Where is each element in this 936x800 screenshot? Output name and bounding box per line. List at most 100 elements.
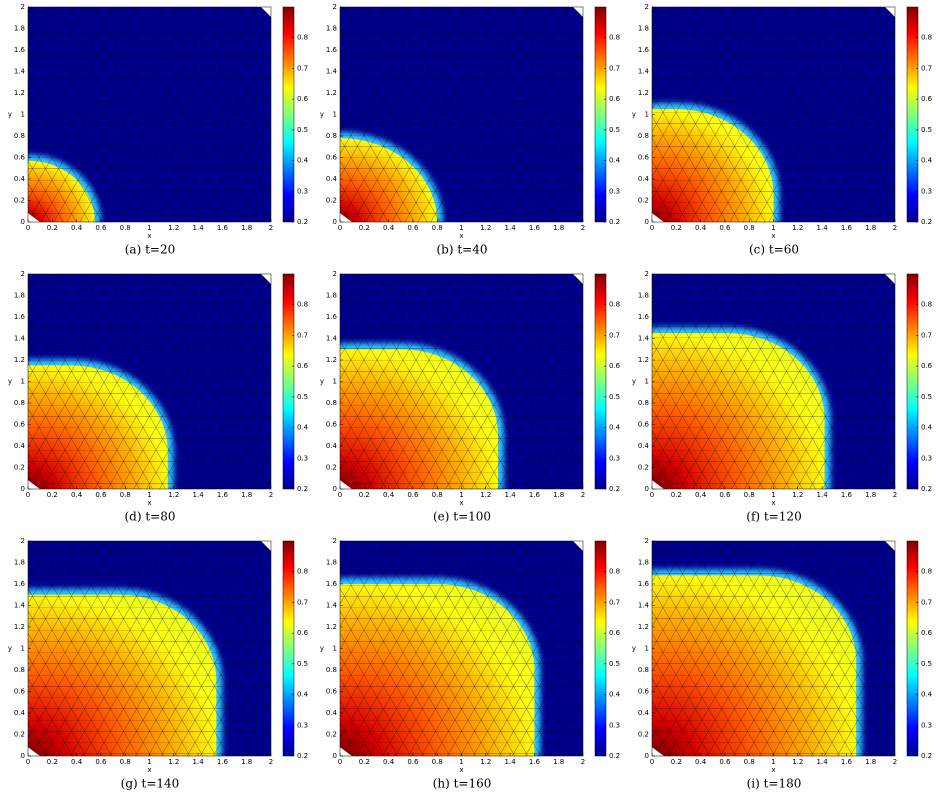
y-tick-label: 1.4 [326,602,338,610]
colorbar [906,273,919,490]
x-tick-label: 0.2 [671,224,682,232]
y-tick-label: 0.8 [326,399,337,407]
caption: (f) t=120 [746,510,801,524]
x-tick-label: 1.6 [529,758,541,766]
colorbar-tick-label: 0.7 [609,64,620,72]
x-tick-label: 1.8 [241,224,252,232]
x-tick-label: 1.2 [168,224,179,232]
colorbar-tick-label: 0.3 [609,721,620,729]
colorbar-tick-label: 0.2 [609,218,620,226]
x-tick-label: 1.2 [480,491,491,499]
y-tick-label: 0 [645,485,649,493]
colorbar-tick-label: 0.5 [297,126,308,134]
y-tick-label: 1.4 [638,335,650,343]
x-tick-label: 0.4 [695,758,707,766]
panel: 0 0.2 0.4 0.6 0.8 1 1.2 1.4 1.6 1.8 2 0 0.2 0.4 0.6 0.8… [8,270,309,524]
colorbar-tick-label: 0.4 [297,157,309,165]
y-tick-label: 1.8 [638,25,649,33]
x-tick-label: 1.6 [841,491,853,499]
colorbar-tick-label: 0.7 [921,331,932,339]
colorbar-tick-label: 0.2 [609,752,620,760]
x-tick-label: 2 [581,491,585,499]
x-tick-label: 1.4 [193,491,205,499]
x-tick-label: 0.4 [695,491,707,499]
y-tick-label: 0.2 [326,731,337,739]
x-tick-label: 0.4 [71,491,83,499]
x-tick-label: 1.6 [217,758,229,766]
x-tick-label: 0.2 [47,491,58,499]
x-tick-label: 1.8 [241,491,252,499]
mesh [28,7,271,222]
y-tick-label: 1.8 [638,292,649,300]
y-tick-label: 1 [21,645,25,653]
y-tick-label: 1 [645,645,649,653]
field [340,274,583,489]
y-tick-label: 0.6 [638,154,650,162]
x-tick-label: 1 [147,758,151,766]
colorbar-tick-label: 0.3 [297,454,308,462]
y-tick-label: 1.2 [14,89,25,97]
y-tick-label: 0.4 [14,175,26,183]
x-tick-label: 1.4 [817,224,829,232]
panel: 0 0.2 0.4 0.6 0.8 1 1.2 1.4 1.6 1.8 2 0 0.2 0.4 0.6 0.8… [320,3,621,257]
y-tick-label: 1.4 [326,68,338,76]
mesh [652,7,895,222]
colorbar-tick-label: 0.7 [297,64,308,72]
y-tick-label: 0.2 [326,197,337,205]
colorbar-tick-label: 0.2 [921,485,932,493]
y-tick-label: 0.8 [14,399,25,407]
colorbar-tick-label: 0.3 [609,454,620,462]
x-tick-label: 0.8 [432,224,443,232]
colorbar-tick-label: 0.6 [921,95,933,103]
mesh [340,541,583,756]
colorbar-tick-label: 0.5 [921,393,932,401]
x-tick-label: 0.4 [71,224,83,232]
y-tick-label: 1.2 [638,356,649,364]
y-tick-label: 0.8 [638,132,649,140]
panel: 0 0.2 0.4 0.6 0.8 1 1.2 1.4 1.6 1.8 2 0 0.2 0.4 0.6 0.8… [8,537,309,791]
colorbar-tick-label: 0.7 [297,598,308,606]
x-tick-label: 0.4 [383,491,395,499]
colorbar [906,6,919,223]
x-axis-label: x [771,232,775,240]
x-tick-label: 1.8 [865,491,876,499]
x-tick-label: 1 [147,224,151,232]
x-tick-label: 2 [581,224,585,232]
y-tick-label: 0 [21,485,25,493]
y-tick-label: 0 [333,485,337,493]
y-tick-label: 1.4 [326,335,338,343]
mesh [652,274,895,489]
y-tick-label: 1.2 [638,623,649,631]
x-tick-label: 0.4 [383,224,395,232]
y-tick-label: 1.8 [638,559,649,567]
field [28,274,271,489]
y-tick-label: 1.6 [326,580,338,588]
y-tick-label: 1.6 [326,313,338,321]
x-tick-label: 0.6 [95,758,107,766]
x-tick-label: 1.6 [529,224,541,232]
caption: (g) t=140 [121,777,180,791]
colorbar-tick-label: 0.6 [921,629,933,637]
x-tick-label: 0 [338,224,342,232]
y-tick-label: 0.4 [638,442,650,450]
x-tick-label: 0.4 [71,758,83,766]
colorbar-tick-label: 0.2 [921,752,932,760]
x-tick-label: 1.2 [480,758,491,766]
x-tick-label: 1.4 [505,224,517,232]
y-axis-label: y [8,378,12,386]
y-tick-label: 1.4 [14,602,26,610]
x-tick-label: 1.8 [553,758,564,766]
x-tick-label: 1.6 [217,224,229,232]
y-axis-label: y [320,378,324,386]
x-tick-label: 0.8 [120,491,131,499]
y-tick-label: 2 [645,270,649,278]
x-tick-label: 2 [893,491,897,499]
x-tick-label: 1.8 [865,224,876,232]
y-tick-label: 0 [333,218,337,226]
y-tick-label: 1.6 [638,580,650,588]
x-tick-label: 1.8 [241,758,252,766]
y-tick-label: 0.8 [326,132,337,140]
mesh [28,541,271,756]
y-tick-label: 0 [645,218,649,226]
